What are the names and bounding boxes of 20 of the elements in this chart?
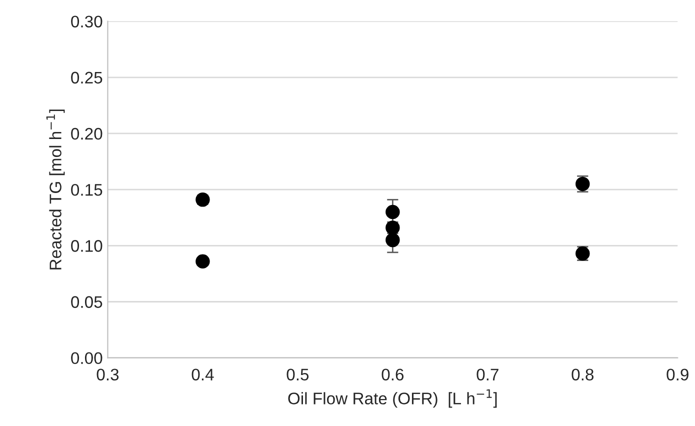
x-axis-title: Oil Flow Rate (OFR) [L h$^{−1}$] xyxy=(288,389,497,408)
y-tick-label: 0.25 xyxy=(71,72,102,84)
y-axis-title: Reacted TG [mol h$^{−1}$] xyxy=(46,110,65,270)
x-tick-label: 0.3 xyxy=(96,368,119,380)
point xyxy=(386,232,400,248)
y-tick-label: 0.15 xyxy=(71,184,102,196)
x-tick-label: 0.7 xyxy=(476,368,498,380)
point xyxy=(196,254,210,268)
x-tick-label: 0.5 xyxy=(286,368,309,380)
point xyxy=(196,192,210,207)
point xyxy=(386,204,400,220)
y-tick-label: 0.10 xyxy=(71,240,102,252)
y-tick-label: 0.00 xyxy=(71,352,102,364)
x-tick-label: 0.8 xyxy=(572,368,594,380)
x-tick-label: 0.4 xyxy=(192,368,214,380)
y-tick-label: 0.20 xyxy=(71,128,102,140)
y-tick-label: 0.30 xyxy=(71,16,102,28)
y-tick-label: 0.05 xyxy=(71,296,102,308)
x-tick-label: 0.9 xyxy=(666,368,688,380)
x-tick-label: 0.6 xyxy=(382,368,404,380)
